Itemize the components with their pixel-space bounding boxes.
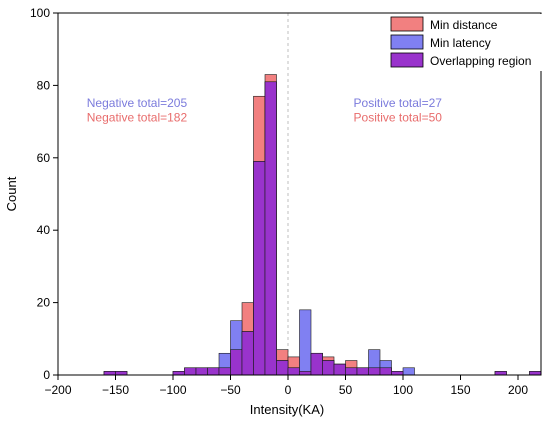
legend-swatch-min-latency	[390, 34, 424, 50]
annotation-1: Negative total=182	[87, 111, 188, 125]
x-tick-label-0: −200	[44, 383, 71, 397]
legend-swatch-min-distance	[390, 16, 424, 32]
bar-overlapping-region-1	[115, 371, 128, 376]
legend-label-min-latency: Min latency	[430, 36, 491, 50]
bar-min-latency-9	[299, 309, 312, 376]
bar-overlapping-region-12	[287, 367, 300, 376]
bar-overlapping-region-23	[529, 371, 542, 376]
x-axis-title: Intensity(KA)	[250, 402, 324, 417]
legend-label-overlapping-region: Overlapping region	[430, 54, 531, 68]
plot-area: −200 −150 −100 −50 0 50 100 150 200 0 20 40 60 80 100 N…	[30, 6, 542, 397]
bar-overlapping-region-20	[379, 367, 392, 376]
y-tick-label-3: 60	[37, 151, 51, 165]
bar-overlapping-region-13	[299, 371, 312, 376]
y-axis-title: Count	[4, 176, 19, 211]
bar-overlapping-region-18	[356, 367, 369, 376]
bar-min-latency-18	[402, 367, 415, 376]
y-tick-label-4: 80	[37, 78, 51, 92]
x-tick-label-3: −50	[220, 383, 241, 397]
bar-overlapping-region-0	[103, 371, 116, 376]
bar-overlapping-region-17	[345, 367, 358, 376]
x-tick-label-6: 100	[393, 383, 413, 397]
bar-overlapping-region-8	[241, 331, 254, 376]
bar-overlapping-region-19	[368, 367, 381, 376]
bar-overlapping-region-10	[264, 81, 277, 376]
y-tick-label-1: 20	[37, 296, 51, 310]
plot-frame	[57, 12, 542, 376]
bar-overlapping-region-15	[322, 360, 335, 376]
y-tick-label-5: 100	[30, 6, 50, 20]
x-tick-label-4: 0	[285, 383, 292, 397]
y-tick-label-2: 40	[37, 223, 51, 237]
bar-overlapping-region-7	[230, 349, 243, 376]
bar-overlapping-region-21	[391, 371, 404, 376]
bar-overlapping-region-14	[310, 352, 323, 376]
legend-label-min-distance: Min distance	[430, 18, 498, 32]
y-tick-label-0: 0	[43, 368, 50, 382]
x-tick-label-5: 50	[339, 383, 353, 397]
bar-overlapping-region-16	[333, 363, 346, 376]
bar-overlapping-region-2	[172, 371, 185, 376]
bar-overlapping-region-11	[276, 360, 289, 376]
bar-overlapping-region-22	[494, 371, 507, 376]
bar-overlapping-region-5	[207, 367, 220, 376]
annotation-2: Positive total=27	[354, 96, 443, 110]
x-tick-label-7: 150	[450, 383, 470, 397]
annotation-0: Negative total=205	[87, 96, 188, 110]
bar-overlapping-region-9	[253, 161, 266, 376]
x-tick-label-8: 200	[508, 383, 528, 397]
bar-overlapping-region-4	[195, 367, 208, 376]
x-tick-label-2: −100	[159, 383, 186, 397]
legend-swatch-overlapping-region	[390, 52, 424, 68]
legend: Min distance Min latency Overlapping reg…	[385, 14, 543, 71]
bar-overlapping-region-6	[218, 367, 231, 376]
bar-overlapping-region-3	[184, 367, 197, 376]
annotation-3: Positive total=50	[354, 111, 443, 125]
x-tick-label-1: −150	[102, 383, 129, 397]
